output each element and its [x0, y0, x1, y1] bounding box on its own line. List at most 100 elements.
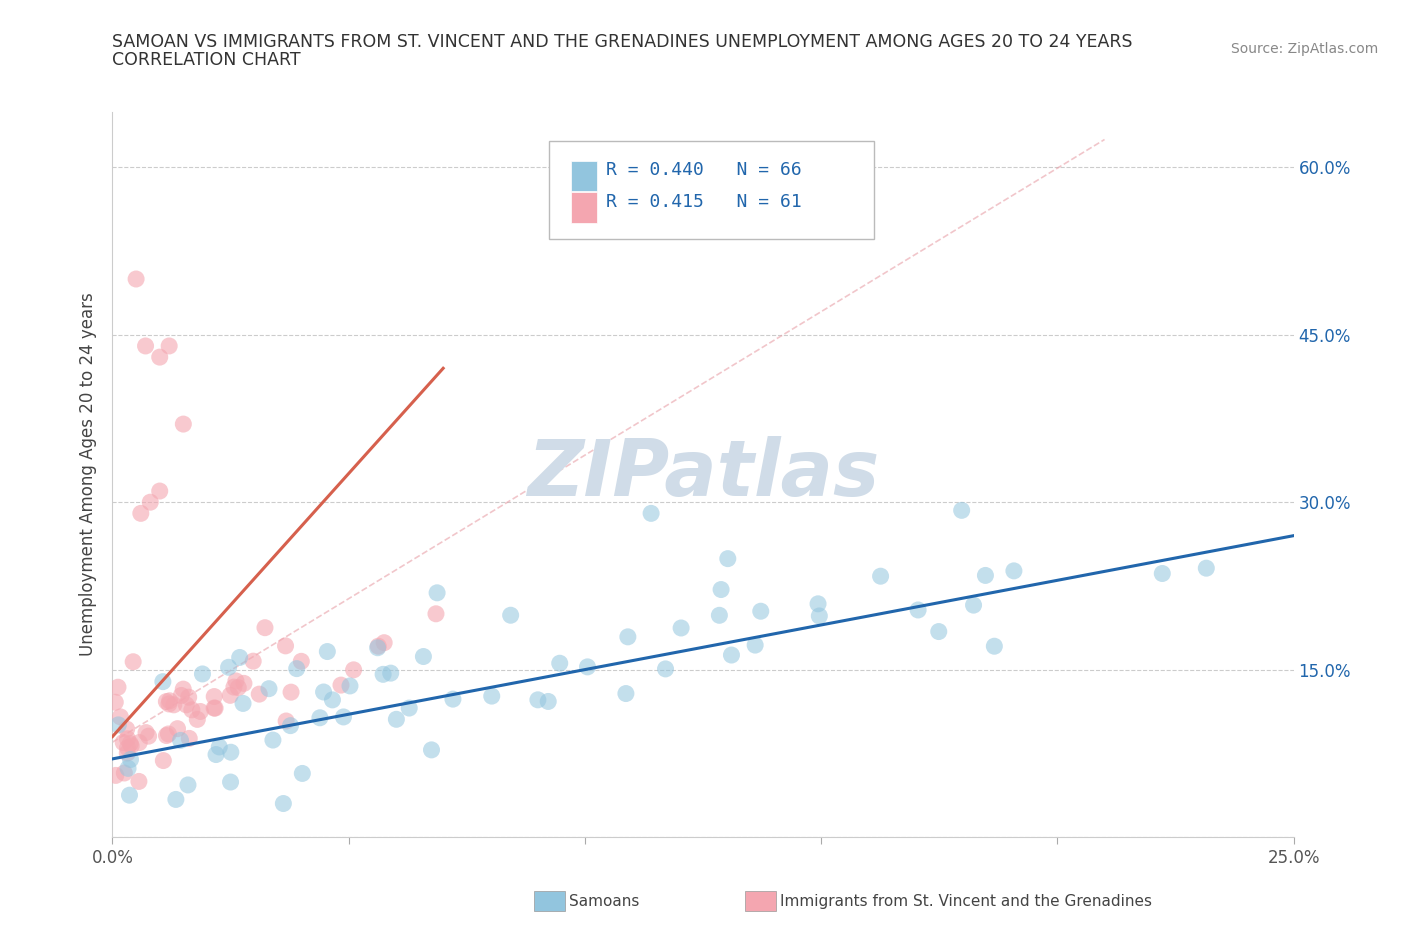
Point — [174, 698, 197, 712]
Point — [962, 598, 984, 613]
Point — [339, 679, 361, 694]
Point — [169, 733, 191, 748]
Point — [120, 738, 142, 753]
Point — [120, 752, 142, 767]
Point — [118, 788, 141, 803]
Point — [720, 647, 742, 662]
Point — [928, 624, 950, 639]
Text: Source: ZipAtlas.com: Source: ZipAtlas.com — [1230, 42, 1378, 56]
Point — [614, 686, 637, 701]
Point — [398, 700, 420, 715]
Point — [155, 694, 177, 709]
Point — [285, 661, 308, 676]
Point — [135, 725, 157, 740]
Point — [219, 775, 242, 790]
Point — [950, 503, 973, 518]
Text: SAMOAN VS IMMIGRANTS FROM ST. VINCENT AND THE GRENADINES UNEMPLOYMENT AMONG AGES: SAMOAN VS IMMIGRANTS FROM ST. VINCENT AN… — [112, 33, 1133, 50]
Point — [232, 676, 254, 691]
Point — [152, 674, 174, 689]
Point — [312, 684, 335, 699]
Point — [253, 620, 276, 635]
Point — [499, 608, 522, 623]
Point — [321, 693, 343, 708]
Point — [749, 604, 772, 618]
Text: Samoans: Samoans — [569, 894, 640, 909]
Text: Immigrants from St. Vincent and the Grenadines: Immigrants from St. Vincent and the Gren… — [780, 894, 1153, 909]
Point — [226, 680, 249, 695]
Point — [869, 569, 891, 584]
Point — [170, 688, 193, 703]
Point — [166, 722, 188, 737]
Point — [309, 711, 332, 725]
Point — [257, 681, 280, 696]
Point — [371, 667, 394, 682]
Point — [280, 684, 302, 699]
Point — [290, 654, 312, 669]
Point — [139, 495, 162, 510]
Point — [115, 722, 138, 737]
Point — [129, 506, 152, 521]
Point — [122, 655, 145, 670]
Point — [165, 792, 187, 807]
Point — [367, 640, 389, 655]
Point — [273, 796, 295, 811]
Point — [242, 654, 264, 669]
Point — [1152, 566, 1174, 581]
Point — [120, 737, 142, 751]
Point — [190, 704, 212, 719]
Point — [112, 735, 135, 750]
Point — [640, 506, 662, 521]
Point — [152, 753, 174, 768]
Point — [149, 350, 172, 365]
Point — [330, 678, 353, 693]
Point — [186, 712, 208, 727]
Point — [274, 638, 297, 653]
FancyBboxPatch shape — [550, 140, 875, 239]
Point — [149, 484, 172, 498]
Point — [104, 695, 127, 710]
Point — [180, 702, 202, 717]
Point — [225, 673, 247, 688]
Text: CORRELATION CHART: CORRELATION CHART — [112, 51, 301, 69]
Point — [172, 417, 194, 432]
Point — [373, 635, 395, 650]
Point — [1195, 561, 1218, 576]
Point — [163, 698, 186, 712]
Point — [157, 697, 180, 711]
Point — [548, 656, 571, 671]
Point — [291, 766, 314, 781]
Point — [117, 740, 139, 755]
Point — [280, 718, 302, 733]
Point — [191, 667, 214, 682]
Point — [202, 689, 225, 704]
Point — [983, 639, 1005, 654]
Point — [262, 733, 284, 748]
Point — [441, 692, 464, 707]
FancyBboxPatch shape — [571, 193, 596, 222]
Point — [128, 735, 150, 750]
Point — [157, 339, 180, 353]
Point — [155, 728, 177, 743]
Point — [218, 660, 240, 675]
Point — [385, 711, 408, 726]
Point — [617, 630, 640, 644]
Point — [232, 696, 254, 711]
Point — [420, 742, 443, 757]
Point — [177, 690, 200, 705]
Point — [717, 551, 740, 566]
Point — [974, 568, 997, 583]
Point — [117, 761, 139, 776]
Point — [710, 582, 733, 597]
Point — [177, 777, 200, 792]
Point — [135, 339, 157, 353]
Point — [367, 639, 389, 654]
Point — [219, 688, 242, 703]
Point — [125, 272, 148, 286]
Point — [222, 680, 245, 695]
Point — [412, 649, 434, 664]
Point — [907, 603, 929, 618]
Point — [204, 700, 226, 715]
Point — [104, 768, 127, 783]
Point — [159, 694, 181, 709]
Point — [276, 713, 298, 728]
